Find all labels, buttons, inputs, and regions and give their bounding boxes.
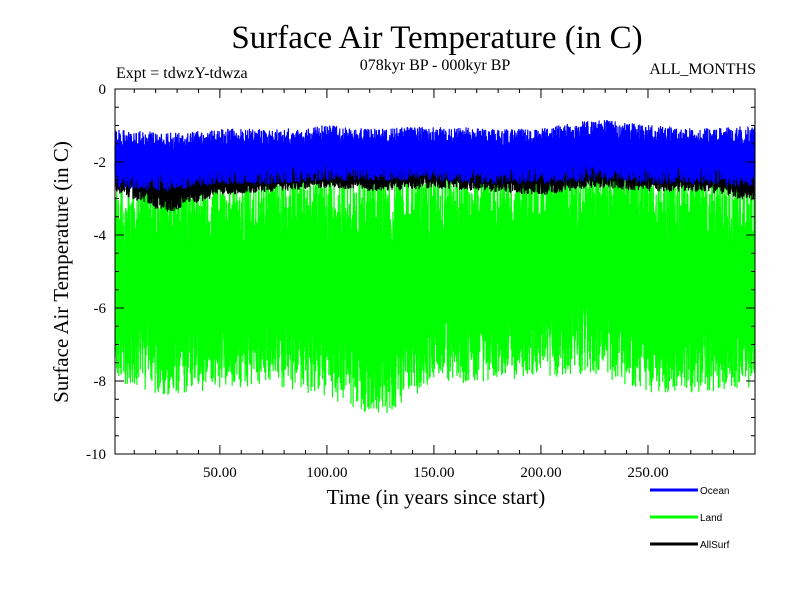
months-label: ALL_MONTHS bbox=[649, 61, 756, 78]
x-tick-label: 200.00 bbox=[520, 465, 561, 481]
y-tick-label: -10 bbox=[86, 447, 106, 463]
x-tick-labels: 50.00 100.00 150.00 200.00 250.00 bbox=[203, 465, 669, 481]
y-tick-label: -6 bbox=[94, 301, 107, 317]
series-line-land bbox=[114, 163, 756, 414]
experiment-label: Expt = tdwzY-tdwza bbox=[116, 65, 248, 82]
plot-frame bbox=[114, 88, 756, 455]
y-axis-label: Surface Air Temperature (in C) bbox=[49, 141, 73, 403]
y-tick-label: 0 bbox=[99, 82, 107, 98]
y-tick-labels: 0 -2 -4 -6 -8 -10 bbox=[86, 82, 106, 463]
x-tick-label: 100.00 bbox=[306, 465, 347, 481]
series-line-ocean bbox=[114, 120, 756, 192]
y-tick-label: -2 bbox=[94, 155, 107, 171]
y-tick-label: -8 bbox=[94, 374, 107, 390]
chart-title: Surface Air Temperature (in C) bbox=[231, 20, 642, 56]
x-tick-label: 150.00 bbox=[413, 465, 454, 481]
legend-label-ocean: Ocean bbox=[700, 486, 729, 497]
series-layer bbox=[114, 120, 756, 414]
legend-label-allsurf: AllSurf bbox=[700, 540, 730, 551]
chart-subtitle: 078kyr BP - 000kyr BP bbox=[360, 57, 511, 74]
x-tick-label: 50.00 bbox=[203, 465, 237, 481]
legend: Ocean Land AllSurf bbox=[650, 486, 730, 551]
y-tick-label: -4 bbox=[94, 228, 107, 244]
x-tick-label: 250.00 bbox=[627, 465, 668, 481]
x-axis-label: Time (in years since start) bbox=[327, 485, 546, 509]
legend-label-land: Land bbox=[700, 513, 722, 524]
